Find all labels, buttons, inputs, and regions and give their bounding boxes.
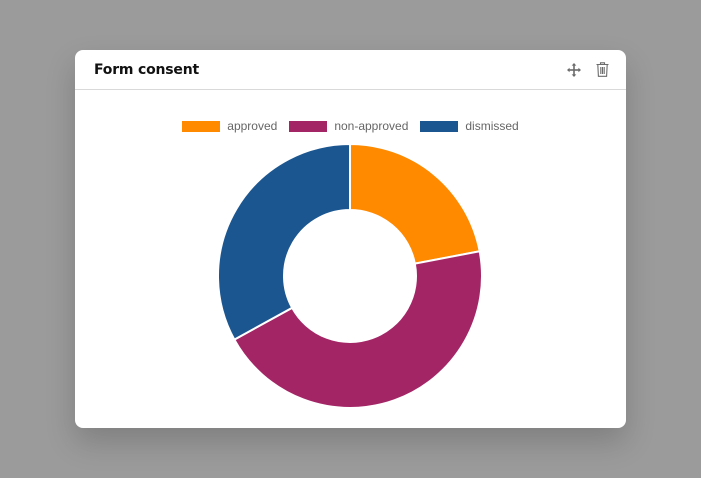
chart-legend: approved non-approved dismissed [75, 119, 626, 133]
legend-label: approved [227, 119, 278, 133]
chart-slices [217, 142, 483, 409]
legend-swatch-dismissed [420, 120, 459, 132]
trash-icon [596, 62, 608, 77]
legend-swatch-non-approved [289, 120, 328, 132]
legend-item-dismissed[interactable]: dismissed [420, 119, 519, 133]
move-icon [567, 62, 581, 77]
slice-approved[interactable] [349, 142, 481, 265]
legend-label: dismissed [465, 119, 519, 133]
widget-card: Form consent [75, 50, 626, 428]
card-header: Form consent [75, 50, 626, 90]
legend-label: non-approved [334, 119, 409, 133]
header-actions [566, 62, 610, 78]
legend-swatch-approved [182, 120, 221, 132]
move-button[interactable] [566, 62, 582, 78]
doughnut-chart [217, 142, 483, 409]
slice-non-approved[interactable] [232, 250, 483, 409]
slice-dismissed[interactable] [217, 142, 351, 341]
legend-item-approved[interactable]: approved [182, 119, 277, 133]
legend-item-non-approved[interactable]: non-approved [289, 119, 408, 133]
card-title: Form consent [94, 61, 199, 78]
delete-button[interactable] [594, 62, 610, 78]
